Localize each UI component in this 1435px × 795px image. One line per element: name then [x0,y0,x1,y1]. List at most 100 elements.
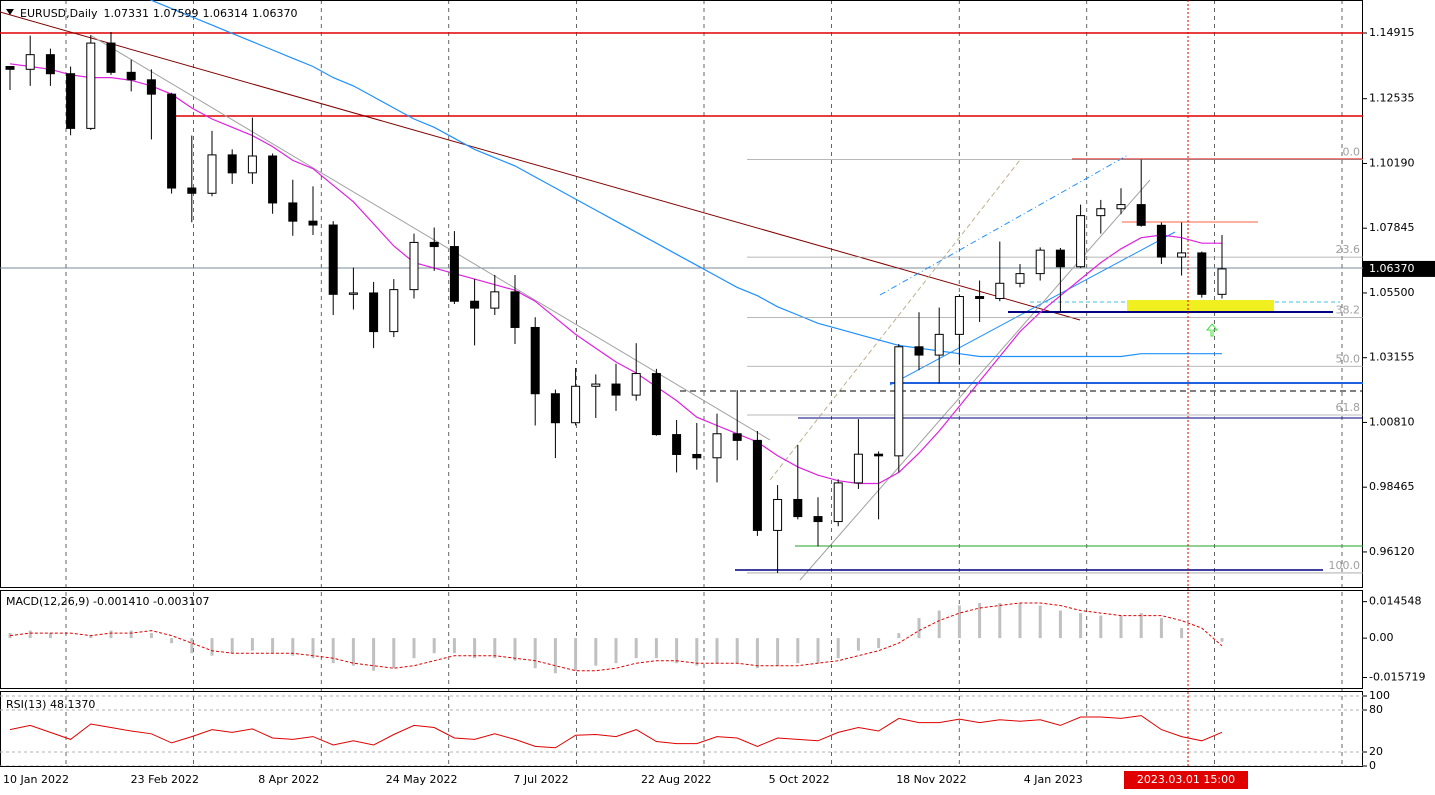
candle-body [874,453,884,457]
candle-body [631,373,641,396]
candle-body [389,289,399,333]
axes: 1.14915 1.12535 1.10190 1.07845 1.05500 1.031… [3,26,1435,786]
macd-bar [1180,628,1184,639]
macd-bar [816,638,820,664]
fibo-label: 0.0 [1343,146,1361,159]
macd-bar [654,638,658,659]
signal-line [9,602,1223,672]
candle-body [1035,249,1045,275]
candle-body [167,93,177,189]
macd-bar [129,630,133,639]
macd-bar [28,630,32,639]
macd-bar [210,638,214,656]
macd-bar [856,638,860,651]
macd-bar [149,633,153,639]
last-price-box [1363,260,1435,277]
candle-body [752,439,762,531]
candle-body [672,434,682,455]
macd-bar [412,638,416,659]
fibo-label: 61.8 [1336,401,1361,414]
candle-body [651,373,661,436]
macd-bar [917,618,921,639]
candle-body [934,333,944,356]
candle-body [954,296,964,335]
menu-icon [6,9,14,15]
macd-bar [331,638,335,664]
y-tick-label: 0.00 [1369,631,1394,644]
candle-body [146,79,156,95]
macd-bar [594,638,598,666]
candle-body [66,73,76,129]
x-tick-label: 23 Feb 2022 [131,773,199,786]
moving-average [9,63,1222,485]
macd-bar [1058,610,1062,639]
y-tick-label: 1.12535 [1369,92,1415,105]
candle-body [207,154,217,194]
candle-body [106,42,116,73]
macd-bar [190,638,194,654]
candle-body [793,498,803,518]
macd-bar [291,638,295,656]
zone [1127,300,1274,311]
channel-line [769,159,1021,481]
macd-bar [695,638,699,666]
symbol: EURUSD,Daily [20,7,98,20]
macd-bar [978,603,982,639]
candle-body [995,282,1005,299]
candle-body [1055,249,1065,268]
macd-bar [1079,613,1083,639]
macd-bar [715,638,719,664]
fibo-label: 100.0 [1329,559,1361,572]
candle-body [1177,252,1187,258]
y-tick-label: 1.03155 [1369,351,1415,364]
candle-body [25,54,35,70]
macd-bar [311,638,315,659]
macd-bar [513,638,517,661]
candle-body [1136,204,1146,226]
candle-body [5,66,15,70]
macd-bar [735,638,739,664]
channel-line [879,154,1129,296]
candle-body [328,224,338,295]
macd-bar [998,603,1002,639]
x-tick-label: 8 Apr 2022 [258,773,319,786]
chart-header: EURUSD,Daily 1.07331 1.07599 1.06314 1.06370 [20,7,297,20]
macd-bar [109,630,113,639]
candle-body [975,296,985,299]
candle-body [187,187,197,194]
macd-bar [8,633,12,639]
low-label: 1.06314 [202,7,248,20]
candle-body [712,433,722,459]
candle-body [813,516,823,523]
candle-body [1096,208,1106,217]
main-pane [0,0,1363,588]
macd-bar [372,638,376,671]
rsi-pane [0,691,1363,767]
y-tick-label: 0.014548 [1369,595,1422,608]
macd-bar [614,638,618,664]
trend-line [0,11,1081,321]
candle-body [348,292,358,295]
candle-body [853,453,863,484]
open-label: 1.07331 [103,7,149,20]
macd-bar [170,638,174,644]
macd-bar [877,638,881,649]
macd-bar [836,638,840,659]
fibo-label: 23.6 [1336,243,1361,256]
macd-bar [957,605,961,639]
candle-body [530,326,540,395]
macd-bar [432,638,436,654]
candle-body [571,385,581,424]
macd-bar [250,638,254,651]
macd-bar [48,633,52,639]
cursor-label: 2023.03.01 15:00 [1137,773,1235,786]
channel-line [799,179,1151,581]
candle-body [550,393,560,424]
y-tick-label: 0 [1369,759,1376,772]
cursor-label-box [1124,771,1248,789]
macd-bar [1119,615,1123,639]
candle-body [126,71,136,81]
macd-bar [89,635,93,639]
